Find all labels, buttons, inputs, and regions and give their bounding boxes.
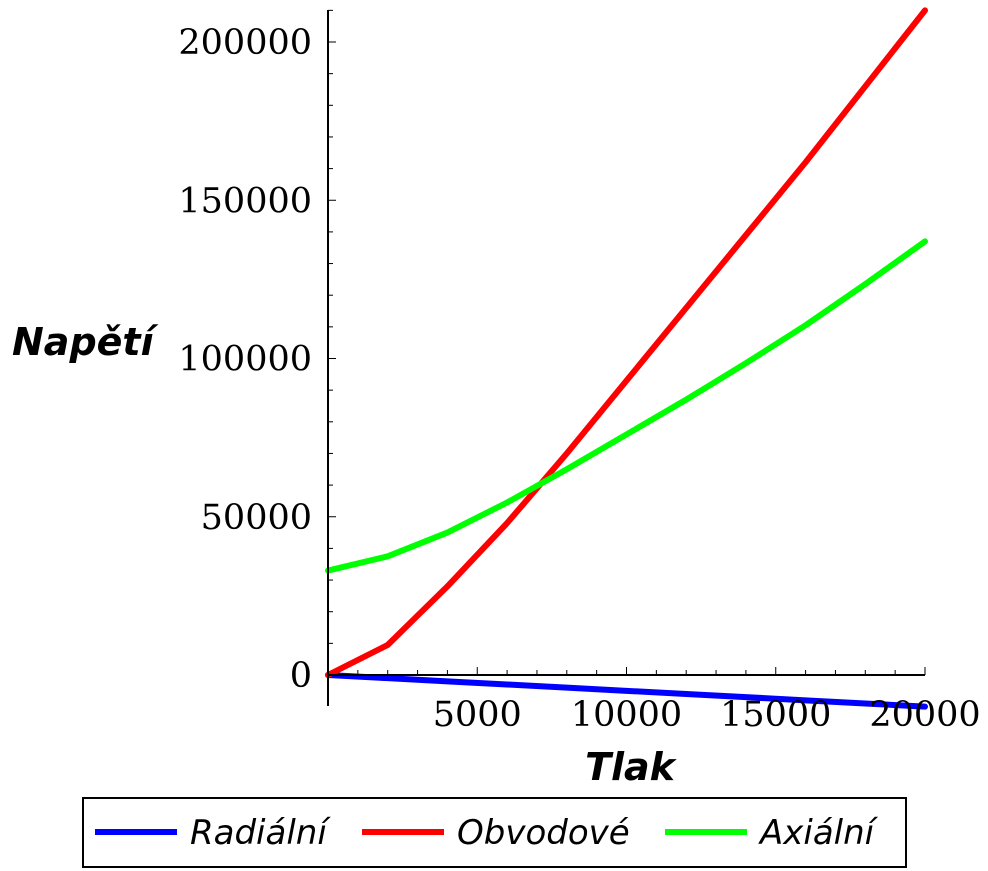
series-line-3 <box>325 238 928 574</box>
legend-items: Radiální Obvodové Axiální <box>95 813 879 853</box>
x-tick-label: 5000 <box>433 695 522 735</box>
legend-label-1: Radiální <box>190 813 331 853</box>
y-tick-label: 200000 <box>178 23 312 63</box>
series-lines <box>325 7 928 710</box>
tick-labels: 0 50000 100000 150000 200000 5000 10000 15000 20… <box>178 23 980 735</box>
x-tick-label: 20000 <box>869 695 980 735</box>
series-line-2 <box>325 7 928 678</box>
y-tick-label: 150000 <box>178 181 312 221</box>
series-line-1 <box>325 672 928 710</box>
y-tick-label: 50000 <box>201 498 312 538</box>
axes <box>327 10 925 706</box>
y-axis-title: Napětí <box>12 320 159 364</box>
tick-marks <box>328 9 926 676</box>
x-axis-title: Tlak <box>585 745 678 789</box>
x-tick-label: 15000 <box>720 695 831 735</box>
y-tick-label: 100000 <box>178 340 312 380</box>
legend-label-2: Obvodové <box>457 813 630 853</box>
legend: Radiální Obvodové Axiální <box>82 797 907 868</box>
legend-label-3: Axiální <box>758 813 879 853</box>
legend-box <box>82 797 907 868</box>
x-tick-label: 10000 <box>571 695 682 735</box>
y-tick-label: 0 <box>290 656 312 696</box>
